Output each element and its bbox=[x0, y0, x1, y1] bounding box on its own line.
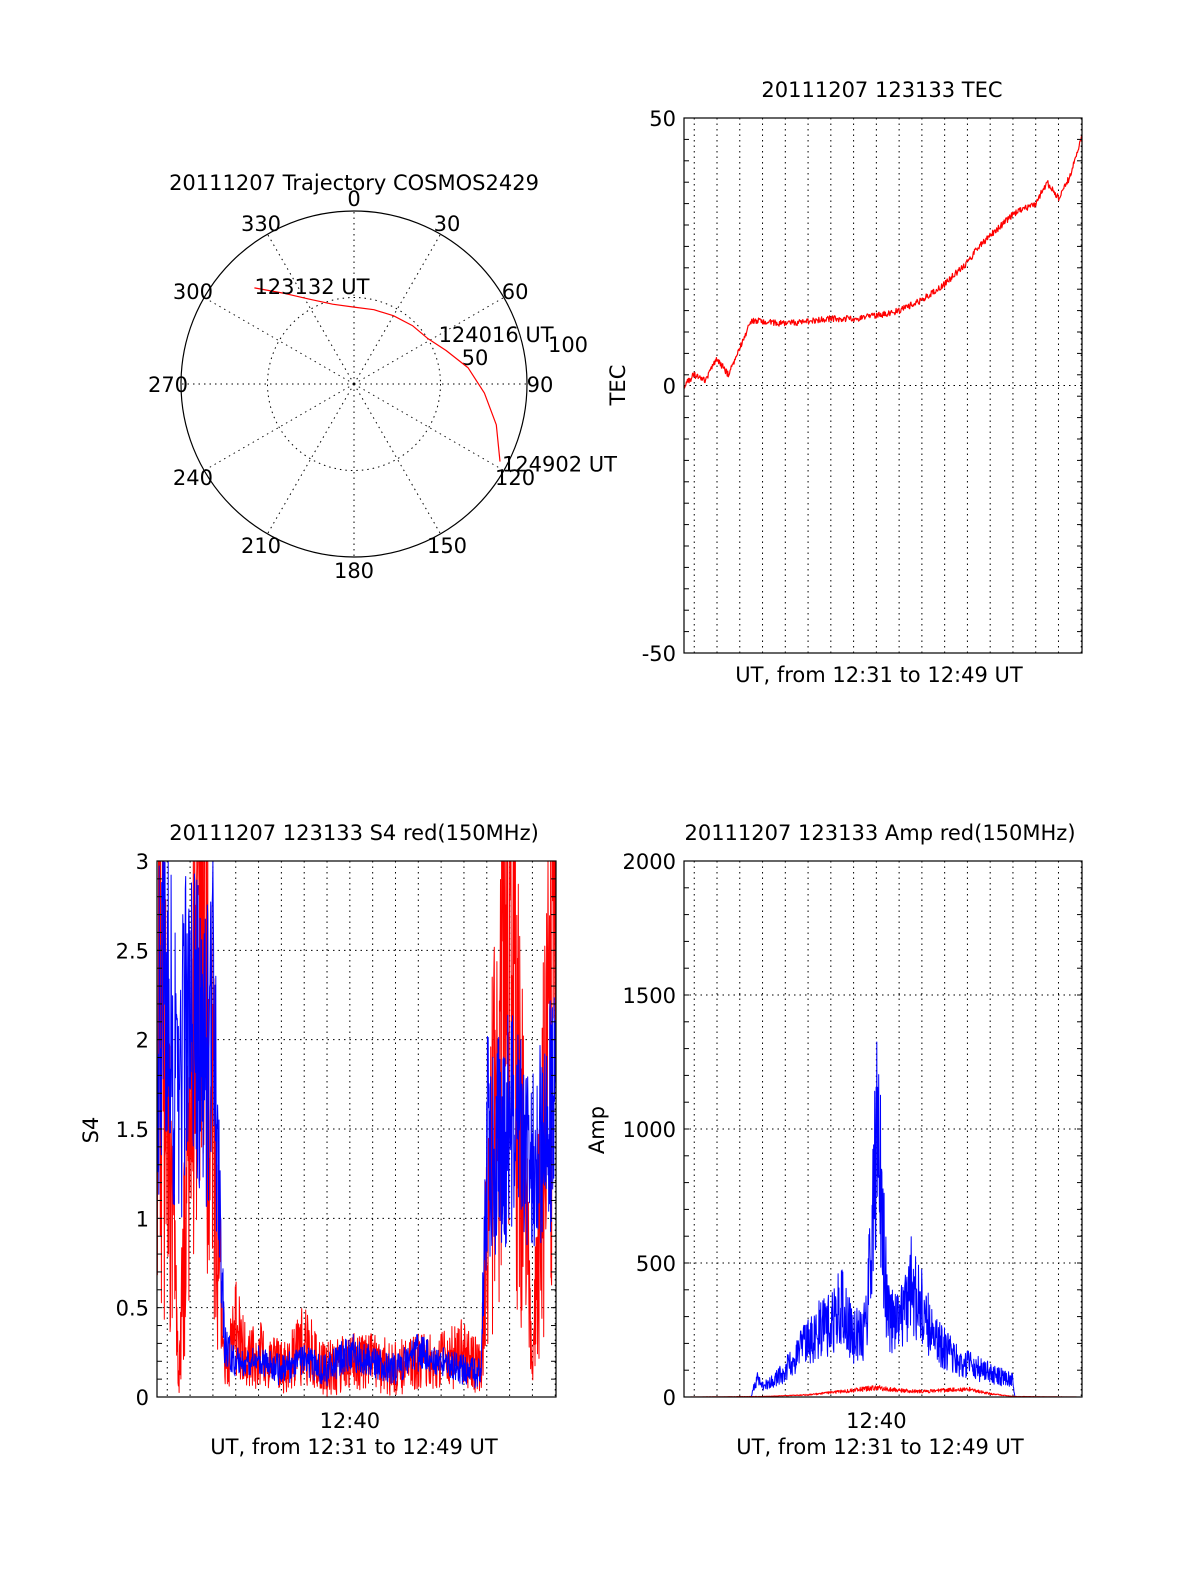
y-tick-label: 50 bbox=[649, 107, 676, 131]
polar-angle-label: 270 bbox=[148, 373, 188, 397]
y-tick-label: 0.5 bbox=[116, 1297, 149, 1321]
y-tick-label: 2.5 bbox=[116, 939, 149, 963]
y-tick-label: 0 bbox=[136, 1386, 149, 1410]
y-tick-label: 1500 bbox=[623, 984, 676, 1008]
polar-spoke bbox=[353, 383, 441, 535]
amp-ylabel: Amp bbox=[585, 1106, 609, 1154]
polar-spoke bbox=[267, 383, 355, 535]
s4-ticks: 0 0.5 1 1.5 2 2.5 3 12:40 bbox=[116, 850, 556, 1433]
polar-angle-label: 150 bbox=[427, 534, 467, 558]
trajectory-polar-plot: 20111207 Trajectory COSMOS2429 030609012… bbox=[148, 171, 617, 583]
tec-y-ticks: -50 0 50 bbox=[642, 107, 1082, 666]
trajectory-time-label: 124902 UT bbox=[502, 453, 617, 477]
tec-title: 20111207 123133 TEC bbox=[761, 78, 1002, 102]
y-tick-label: 1000 bbox=[623, 1118, 676, 1142]
s4-title: 20111207 123133 S4 red(150MHz) bbox=[169, 821, 539, 845]
y-tick-label: -50 bbox=[642, 642, 676, 666]
s4-traces bbox=[156, 860, 557, 1398]
polar-angle-label: 330 bbox=[241, 212, 281, 236]
tec-series-0 bbox=[683, 136, 1083, 389]
tec-xlabel: UT, from 12:31 to 12:49 UT bbox=[735, 663, 1023, 687]
y-tick-label: 0 bbox=[663, 375, 676, 399]
amp-ticks: 0 500 1000 1500 2000 12:40 bbox=[623, 850, 1082, 1433]
polar-spoke bbox=[203, 383, 355, 471]
polar-angle-label: 180 bbox=[334, 559, 374, 583]
polar-radius-label: 100 bbox=[548, 333, 588, 357]
x-tick-label: 12:40 bbox=[320, 1409, 381, 1433]
amp-traces bbox=[683, 1041, 1083, 1398]
y-tick-label: 2000 bbox=[623, 850, 676, 874]
polar-ring-50 bbox=[267, 297, 441, 471]
polar-spoke bbox=[353, 233, 441, 385]
polar-trajectory bbox=[254, 287, 501, 462]
tec-frame bbox=[683, 117, 1083, 654]
polar-spoke bbox=[353, 383, 505, 471]
tec-grid bbox=[684, 118, 1082, 653]
amp-series-0 bbox=[683, 1041, 1083, 1398]
tec-ylabel: TEC bbox=[606, 365, 630, 407]
polar-annotations: 123132 UT 124016 UT 124902 UT bbox=[254, 275, 617, 477]
polar-title: 20111207 Trajectory COSMOS2429 bbox=[169, 171, 539, 195]
y-tick-label: 0 bbox=[663, 1386, 676, 1410]
polar-grid bbox=[180, 210, 528, 558]
x-tick-label: 12:40 bbox=[846, 1409, 907, 1433]
s4-plot: 20111207 123133 S4 red(150MHz) 0 0.5 1 1.5 2… bbox=[79, 821, 557, 1459]
amp-title: 20111207 123133 Amp red(150MHz) bbox=[684, 821, 1075, 845]
amp-grid bbox=[684, 861, 1082, 1397]
s4-series-1 bbox=[156, 860, 557, 1389]
s4-ylabel: S4 bbox=[79, 1117, 103, 1144]
amp-xlabel: UT, from 12:31 to 12:49 UT bbox=[736, 1435, 1024, 1459]
polar-outer-ring bbox=[180, 210, 528, 558]
polar-angle-label: 120 bbox=[495, 466, 535, 490]
amp-plot: 20111207 123133 Amp red(150MHz) 0 500 1000… bbox=[585, 821, 1083, 1459]
polar-angle-label: 90 bbox=[527, 373, 554, 397]
trajectory-line bbox=[254, 287, 501, 462]
y-tick-label: 1.5 bbox=[116, 1118, 149, 1142]
y-tick-label: 500 bbox=[636, 1252, 676, 1276]
polar-angle-label: 240 bbox=[173, 466, 213, 490]
s4-xlabel: UT, from 12:31 to 12:49 UT bbox=[210, 1435, 498, 1459]
trajectory-time-label: 124016 UT bbox=[439, 323, 554, 347]
y-tick-label: 3 bbox=[136, 850, 149, 874]
polar-spoke bbox=[353, 297, 505, 385]
polar-angle-label: 30 bbox=[434, 212, 461, 236]
polar-angle-label: 300 bbox=[173, 280, 213, 304]
amp-series-1 bbox=[683, 1384, 1083, 1398]
y-tick-label: 2 bbox=[136, 1029, 149, 1053]
polar-angle-label: 0 bbox=[347, 187, 360, 211]
polar-angle-label: 210 bbox=[241, 534, 281, 558]
trajectory-time-label: 123132 UT bbox=[254, 275, 369, 299]
tec-plot: 20111207 123133 TEC -50 0 50 UT, from 12:3… bbox=[606, 78, 1083, 687]
polar-spoke bbox=[203, 297, 355, 385]
tec-traces bbox=[683, 136, 1083, 389]
y-tick-label: 1 bbox=[136, 1207, 149, 1231]
polar-spoke bbox=[267, 233, 355, 385]
polar-angle-label: 60 bbox=[502, 280, 529, 304]
